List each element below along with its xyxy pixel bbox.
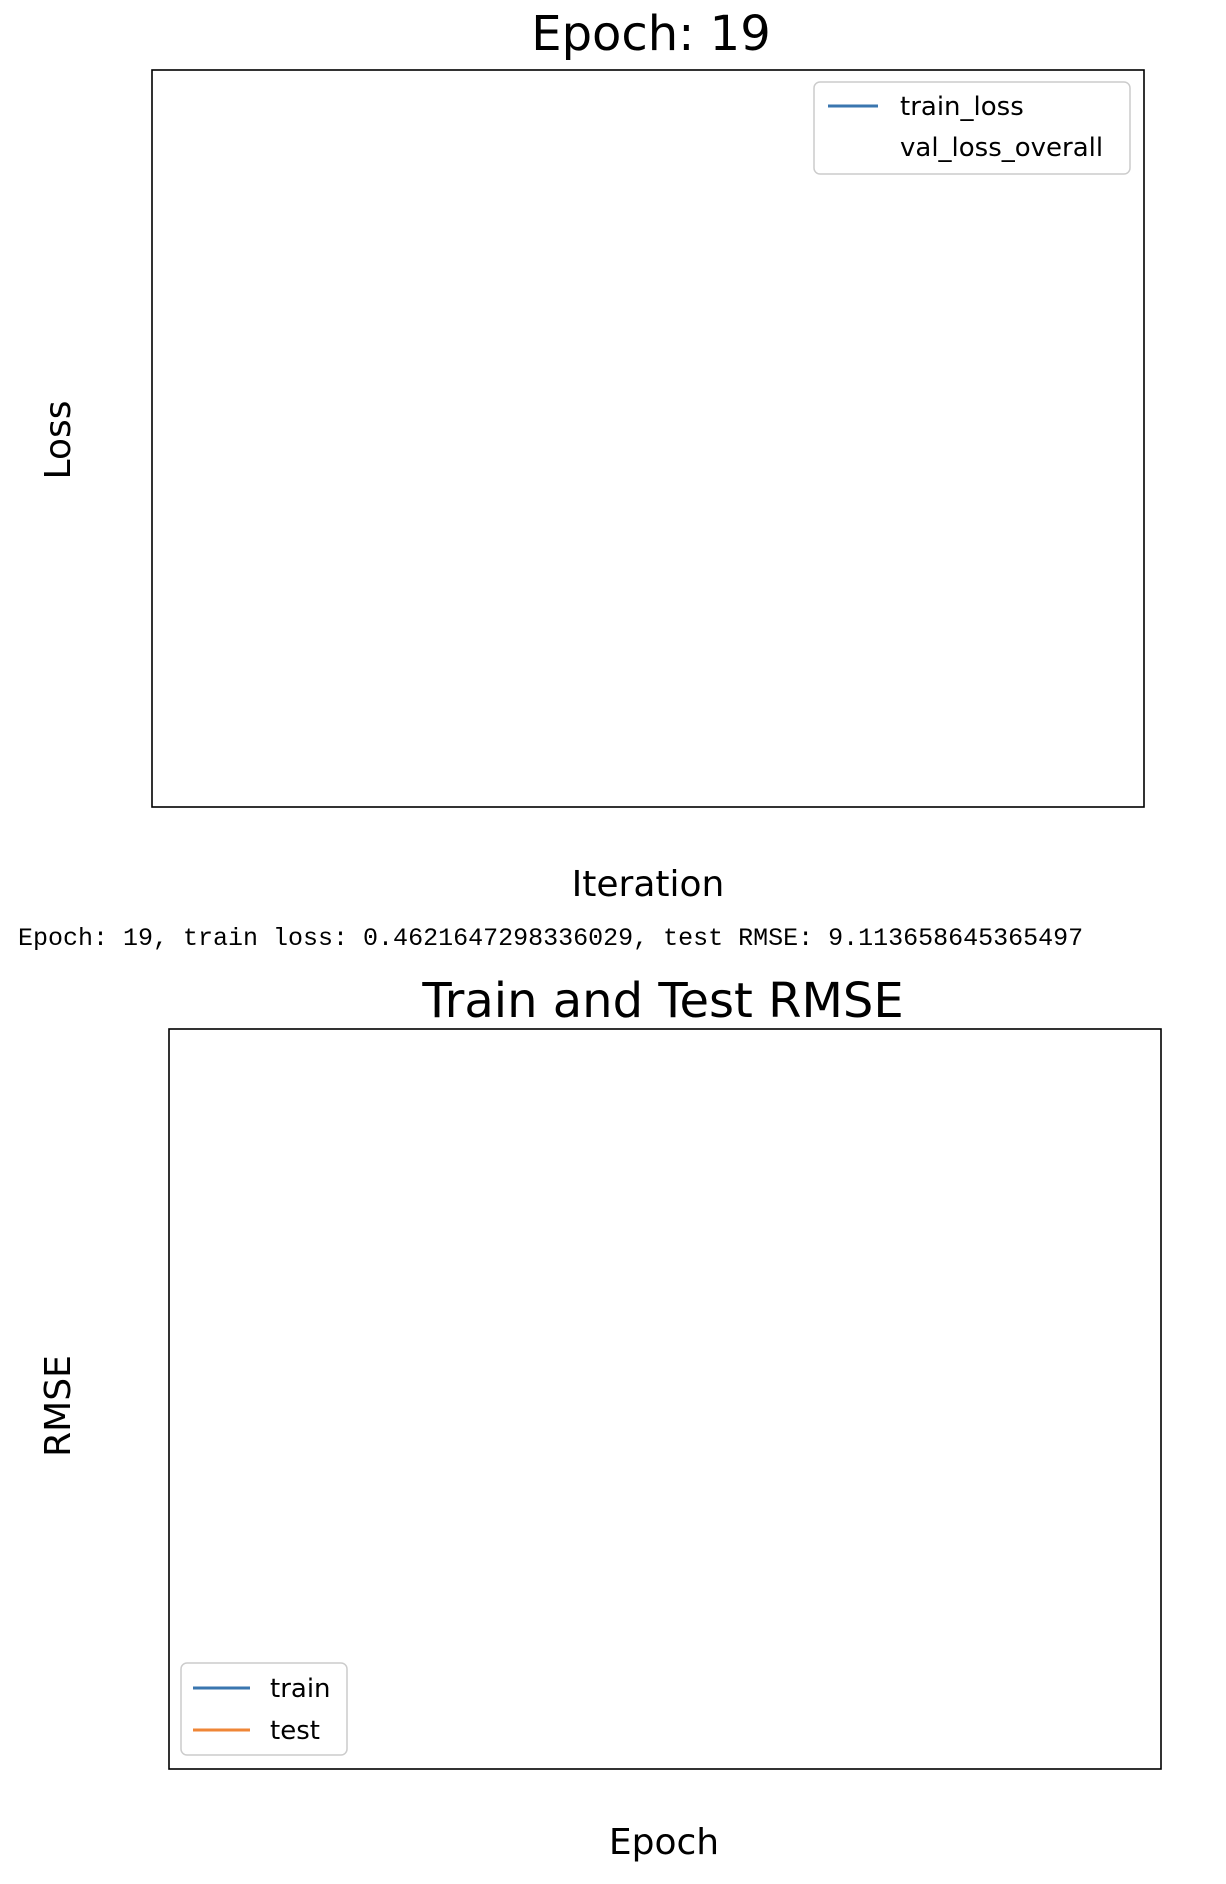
legend-train-loss-label: train_loss: [900, 92, 1024, 122]
loss-chart: Epoch: 19 Iteration Loss train_loss val_…: [38, 6, 1145, 905]
rmse-chart-title: Train and Test RMSE: [421, 973, 903, 1029]
rmse-y-axis-label: RMSE: [38, 1355, 79, 1457]
rmse-legend-box: [180, 1662, 348, 1756]
legend-train-label: train: [270, 1674, 331, 1704]
rmse-plot-frame: [168, 1028, 1162, 1770]
rmse-legend: train test: [180, 1662, 348, 1756]
rmse-x-axis-label: Epoch: [609, 1822, 719, 1863]
legend-test-label: test: [270, 1716, 320, 1746]
rmse-chart: Train and Test RMSE Epoch RMSE train tes…: [38, 973, 1162, 1863]
epoch-status-line: Epoch: 19, train loss: 0.462164729833602…: [18, 924, 1084, 953]
loss-y-axis-label: Loss: [38, 401, 79, 480]
loss-plot-frame: [151, 69, 1145, 808]
loss-legend: train_loss val_loss_overall: [813, 81, 1131, 175]
loss-chart-title: Epoch: 19: [531, 6, 770, 62]
loss-legend-box: [813, 81, 1131, 175]
legend-val-loss-label: val_loss_overall: [900, 133, 1103, 163]
loss-x-axis-label: Iteration: [572, 864, 725, 905]
